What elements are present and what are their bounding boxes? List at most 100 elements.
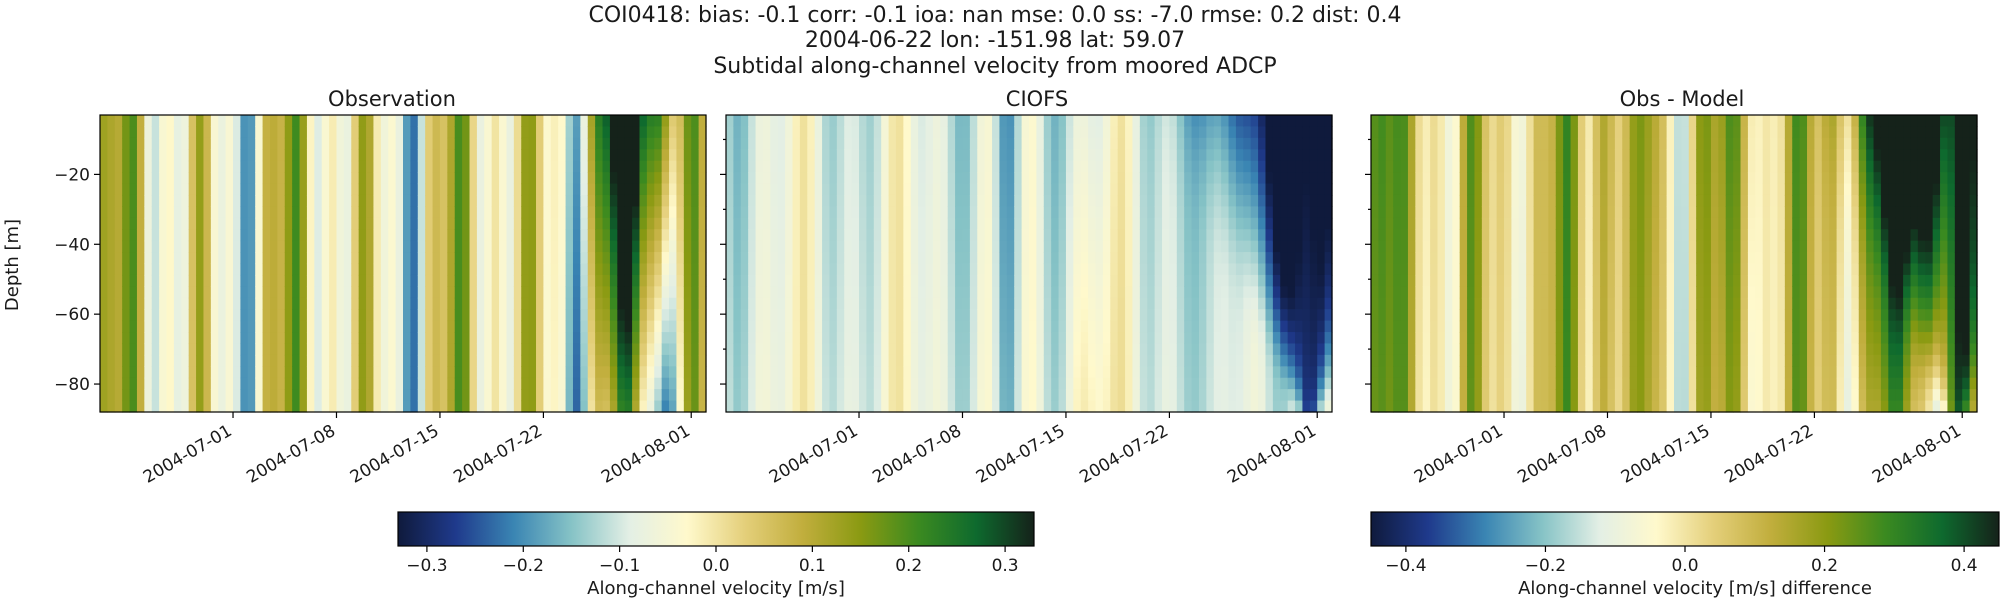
heatmap-cell bbox=[358, 389, 367, 402]
heatmap-cell bbox=[284, 366, 293, 379]
heatmap-cell bbox=[624, 286, 633, 299]
heatmap-cell bbox=[1006, 160, 1015, 173]
heatmap-cell bbox=[654, 115, 663, 128]
heatmap-cell bbox=[1117, 172, 1126, 185]
heatmap-cell bbox=[454, 400, 463, 413]
heatmap-cell bbox=[410, 366, 419, 379]
heatmap-cell bbox=[814, 320, 823, 333]
heatmap-cell bbox=[1095, 354, 1104, 367]
heatmap-cell bbox=[881, 332, 890, 345]
heatmap-cell bbox=[269, 354, 278, 367]
heatmap-cell bbox=[565, 160, 574, 173]
heatmap-cell bbox=[1459, 377, 1468, 390]
heatmap-cell bbox=[639, 332, 648, 345]
heatmap-cell bbox=[1393, 137, 1402, 150]
heatmap-cell bbox=[321, 137, 330, 150]
heatmap-cell bbox=[1132, 149, 1141, 162]
heatmap-cell bbox=[1198, 377, 1207, 390]
heatmap-cell bbox=[1309, 263, 1318, 276]
heatmap-cell bbox=[462, 137, 471, 150]
heatmap-cell bbox=[1452, 343, 1461, 356]
heatmap-cell bbox=[417, 194, 426, 207]
heatmap-cell bbox=[521, 217, 530, 230]
heatmap-cell bbox=[1065, 183, 1074, 196]
heatmap-cell bbox=[269, 229, 278, 242]
heatmap-cell bbox=[1317, 149, 1326, 162]
heatmap-cell bbox=[1065, 354, 1074, 367]
heatmap-cell bbox=[1147, 263, 1156, 276]
heatmap-cell bbox=[617, 320, 626, 333]
heatmap-cell bbox=[558, 206, 567, 219]
heatmap-cell bbox=[661, 115, 670, 128]
heatmap-cell bbox=[233, 320, 242, 333]
heatmap-cell bbox=[999, 240, 1008, 253]
heatmap-cell bbox=[351, 126, 360, 139]
heatmap-cell bbox=[1184, 183, 1193, 196]
heatmap-cell bbox=[1065, 389, 1074, 402]
heatmap-cell bbox=[624, 354, 633, 367]
heatmap-cell bbox=[1452, 354, 1461, 367]
heatmap-cell bbox=[1496, 320, 1505, 333]
heatmap-cell bbox=[1243, 400, 1252, 413]
heatmap-cell bbox=[1265, 126, 1274, 139]
heatmap-cell bbox=[425, 263, 434, 276]
heatmap-cell bbox=[572, 286, 581, 299]
heatmap-cell bbox=[247, 160, 256, 173]
heatmap-cell bbox=[962, 366, 971, 379]
heatmap-cell bbox=[1407, 194, 1416, 207]
heatmap-cell bbox=[910, 332, 919, 345]
heatmap-cell bbox=[203, 126, 212, 139]
heatmap-cell bbox=[1317, 286, 1326, 299]
heatmap-cell bbox=[336, 229, 345, 242]
heatmap-cell bbox=[977, 160, 986, 173]
heatmap-cell bbox=[1176, 172, 1185, 185]
heatmap-cell bbox=[122, 343, 131, 356]
heatmap-cell bbox=[1533, 377, 1542, 390]
heatmap-cell bbox=[617, 252, 626, 265]
heatmap-cell bbox=[1176, 183, 1185, 196]
heatmap-cell bbox=[1459, 194, 1468, 207]
heatmap-cell bbox=[1474, 286, 1483, 299]
heatmap-cell bbox=[454, 332, 463, 345]
heatmap-cell bbox=[432, 183, 441, 196]
heatmap-cell bbox=[166, 309, 175, 322]
heatmap-cell bbox=[284, 309, 293, 322]
heatmap-cell bbox=[373, 297, 382, 310]
heatmap-cell bbox=[1110, 149, 1119, 162]
heatmap-cell bbox=[1243, 343, 1252, 356]
heatmap-cell bbox=[218, 229, 227, 242]
heatmap-cell bbox=[314, 274, 323, 287]
heatmap-cell bbox=[1489, 160, 1498, 173]
heatmap-cell bbox=[366, 354, 375, 367]
heatmap-cell bbox=[1036, 366, 1045, 379]
heatmap-cell bbox=[1258, 343, 1267, 356]
heatmap-cell bbox=[1385, 263, 1394, 276]
heatmap-cell bbox=[1422, 172, 1431, 185]
heatmap-cell bbox=[654, 240, 663, 253]
heatmap-cell bbox=[1526, 286, 1535, 299]
heatmap-cell bbox=[617, 377, 626, 390]
heatmap-cell bbox=[762, 115, 771, 128]
heatmap-cell bbox=[1250, 274, 1259, 287]
heatmap-cell bbox=[918, 286, 927, 299]
heatmap-cell bbox=[1393, 366, 1402, 379]
heatmap-cell bbox=[343, 183, 352, 196]
heatmap-cell bbox=[262, 115, 271, 128]
heatmap-cell bbox=[558, 229, 567, 242]
heatmap-cell bbox=[218, 389, 227, 402]
heatmap-cell bbox=[1371, 126, 1379, 139]
heatmap-cell bbox=[129, 252, 138, 265]
heatmap-cell bbox=[1415, 354, 1424, 367]
heatmap-cell bbox=[999, 183, 1008, 196]
heatmap-cell bbox=[277, 217, 286, 230]
heatmap-cell bbox=[851, 172, 860, 185]
heatmap-cell bbox=[247, 115, 256, 128]
heatmap-cell bbox=[755, 217, 764, 230]
heatmap-cell bbox=[992, 400, 1001, 413]
heatmap-cell bbox=[1036, 240, 1045, 253]
heatmap-cell bbox=[1324, 126, 1333, 139]
heatmap-cell bbox=[947, 194, 956, 207]
heatmap-cell bbox=[992, 172, 1001, 185]
heatmap-cell bbox=[777, 263, 786, 276]
heatmap-cell bbox=[748, 320, 757, 333]
